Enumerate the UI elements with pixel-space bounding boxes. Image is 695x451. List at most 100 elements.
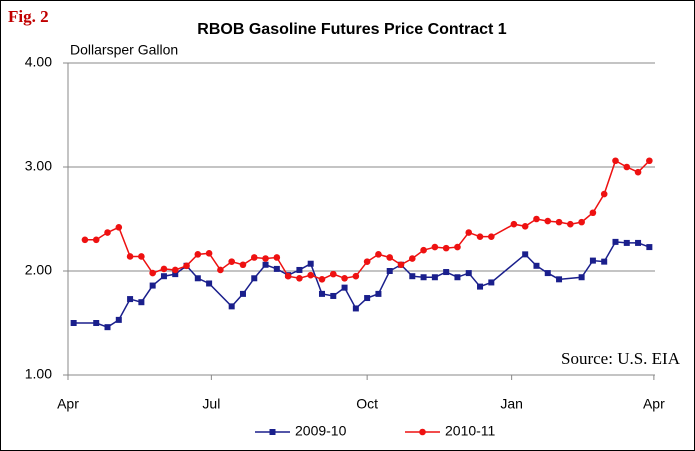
x-tick-label: Jan <box>500 396 523 412</box>
legend-marker <box>269 429 276 435</box>
marker <box>329 270 337 278</box>
marker <box>465 270 472 277</box>
marker <box>431 274 438 281</box>
x-tick-label: Apr <box>643 396 665 412</box>
marker <box>612 157 619 165</box>
marker <box>138 253 145 260</box>
marker <box>93 320 100 326</box>
marker <box>556 276 563 283</box>
marker <box>104 324 111 331</box>
marker <box>634 168 642 176</box>
marker <box>623 163 631 171</box>
marker <box>126 253 134 260</box>
legend-label: 2010-11 <box>445 423 496 439</box>
marker <box>589 209 597 217</box>
marker <box>239 290 246 297</box>
marker <box>205 250 213 257</box>
marker <box>250 254 258 261</box>
figure-label: Fig. 2 <box>8 7 49 26</box>
y-tick-label: 1.00 <box>25 366 52 382</box>
marker <box>488 233 495 240</box>
marker <box>533 215 540 223</box>
marker <box>318 276 326 283</box>
marker <box>420 274 427 281</box>
legend-label: 2009-10 <box>295 423 347 439</box>
marker <box>364 295 371 302</box>
marker <box>352 305 359 312</box>
marker <box>420 246 427 254</box>
marker <box>138 299 145 306</box>
marker <box>454 243 461 251</box>
marker <box>70 320 77 326</box>
marker <box>307 260 314 267</box>
marker <box>397 261 405 269</box>
marker <box>375 251 382 258</box>
marker <box>443 269 450 276</box>
marker <box>172 271 179 278</box>
marker <box>284 272 292 280</box>
marker <box>589 257 596 264</box>
y-axis-label: Dollarsper Gallon <box>70 42 178 58</box>
marker <box>646 244 653 251</box>
marker <box>171 266 179 274</box>
marker <box>612 238 619 245</box>
marker <box>476 233 484 240</box>
marker <box>567 220 574 228</box>
marker <box>454 274 461 281</box>
marker <box>431 243 439 251</box>
marker <box>318 290 325 297</box>
marker <box>262 255 269 262</box>
marker <box>92 236 100 244</box>
marker <box>160 273 167 280</box>
marker <box>488 279 495 286</box>
marker <box>623 239 630 246</box>
marker <box>104 229 111 236</box>
marker <box>194 251 202 258</box>
marker <box>601 258 608 265</box>
x-tick-label: Oct <box>356 396 378 412</box>
marker <box>341 284 348 291</box>
marker <box>228 258 235 265</box>
legend-marker <box>419 428 426 436</box>
marker <box>578 274 585 281</box>
marker <box>115 316 122 323</box>
marker <box>544 217 552 225</box>
marker <box>555 218 563 226</box>
marker <box>533 262 540 269</box>
marker <box>544 270 551 277</box>
marker <box>375 290 382 297</box>
marker <box>262 261 269 268</box>
marker <box>646 157 653 165</box>
marker <box>408 255 416 262</box>
marker <box>600 190 608 198</box>
marker <box>510 220 518 228</box>
marker <box>296 266 303 273</box>
marker <box>578 218 585 226</box>
marker <box>149 282 156 289</box>
y-tick-label: 2.00 <box>25 262 52 278</box>
y-tick-label: 4.00 <box>25 54 52 70</box>
marker <box>239 261 247 269</box>
marker <box>115 224 123 231</box>
marker <box>251 275 258 282</box>
annotation: Source: U.S. EIA <box>561 349 681 368</box>
marker <box>296 274 303 282</box>
x-tick-label: Jul <box>202 396 220 412</box>
marker <box>228 303 235 310</box>
marker <box>386 254 394 261</box>
marker <box>442 244 450 252</box>
marker <box>149 269 156 277</box>
marker <box>635 239 642 246</box>
marker <box>160 265 168 273</box>
x-tick-label: Apr <box>57 396 79 412</box>
marker <box>81 236 89 244</box>
marker <box>341 274 348 282</box>
marker <box>217 266 224 274</box>
marker <box>127 296 134 303</box>
marker <box>521 222 529 230</box>
marker <box>363 258 371 265</box>
marker <box>273 265 280 272</box>
marker <box>386 268 393 274</box>
